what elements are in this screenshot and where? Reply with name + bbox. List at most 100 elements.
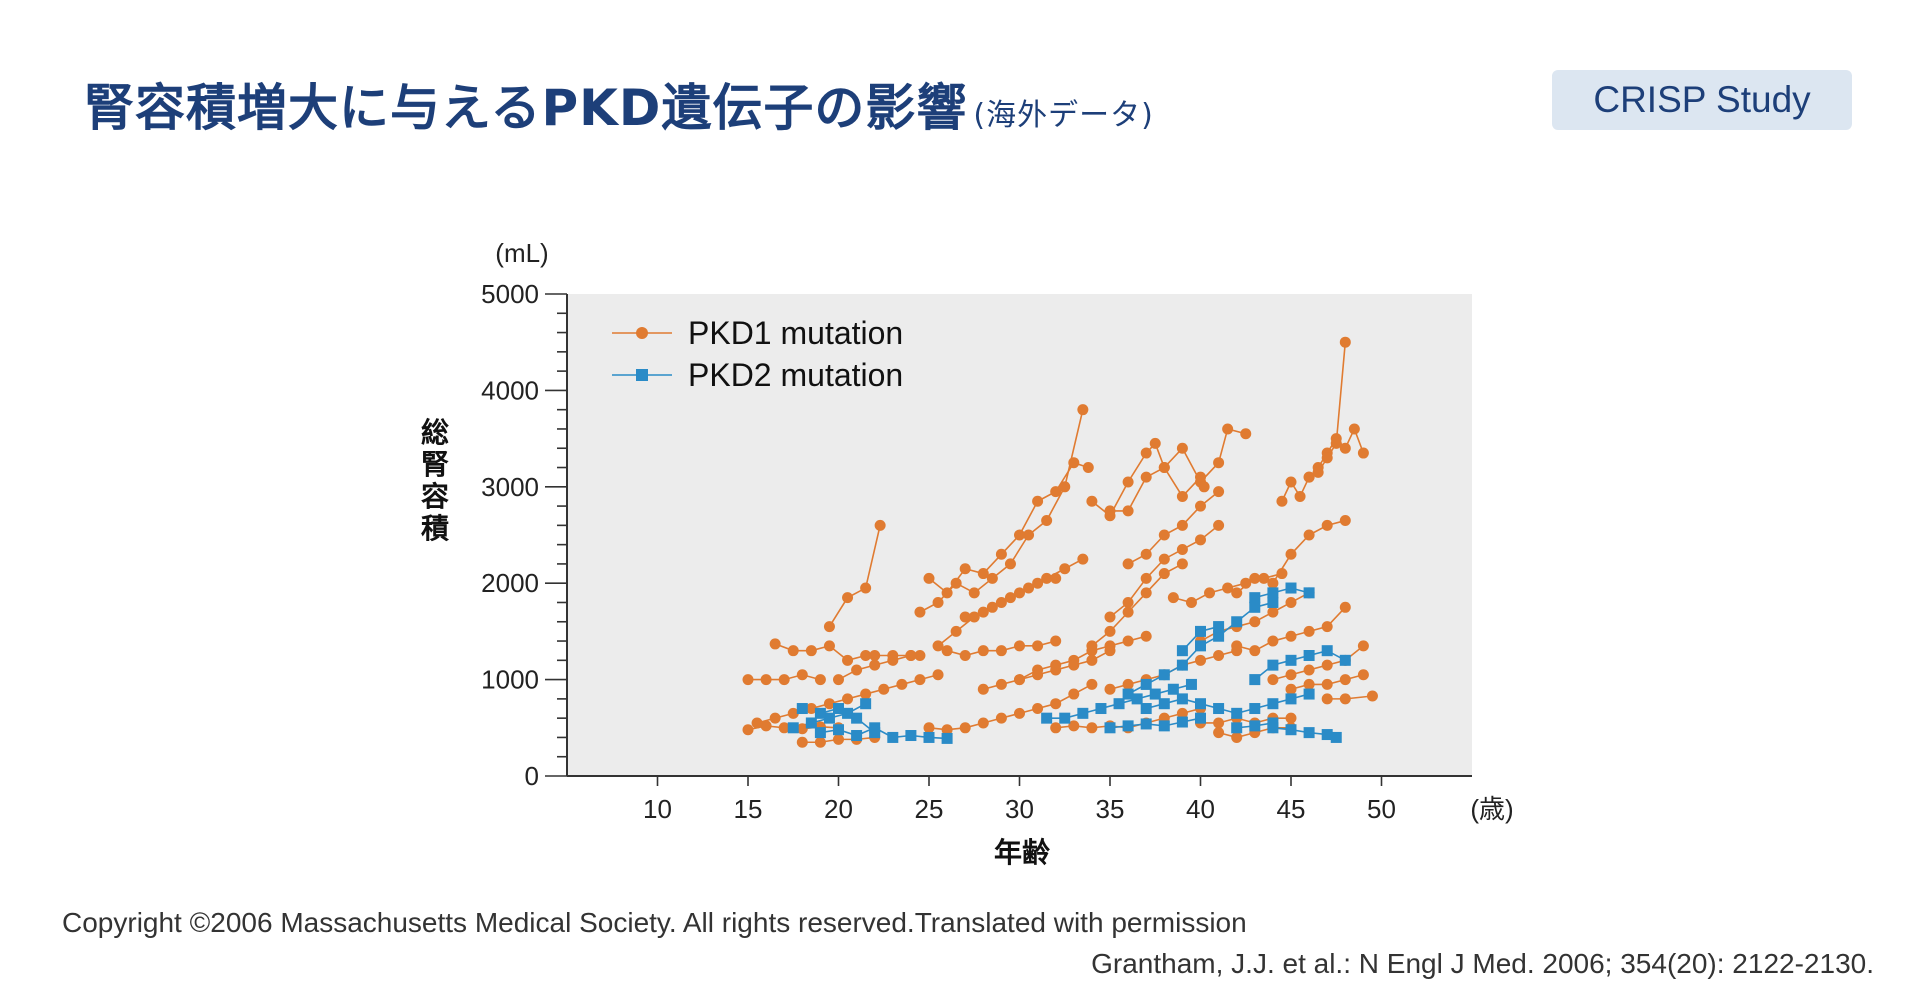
pkd1-data-point [1339,515,1351,527]
pkd1-data-point [1167,592,1179,604]
pkd1-data-point [1014,587,1025,599]
pkd1-data-point [1086,722,1098,734]
y-axis-title-char: 積 [421,513,449,544]
series-markers [742,336,1378,748]
pkd1-data-point [1041,572,1053,584]
y-tick-label: 2000 [481,568,539,598]
pkd1-data-point [1285,712,1297,724]
pkd2-data-point [1249,674,1261,686]
pkd1-data-point [787,645,799,657]
pkd2-data-point [923,731,935,743]
pkd1-series-line [774,643,920,662]
pkd1-data-point [923,722,935,734]
pkd1-data-point [1204,587,1216,599]
page-title: 腎容積増大に与えるPKD遺伝子の影響 (海外データ) [84,68,1154,140]
pkd1-data-point [986,601,998,613]
pkd2-data-point [1303,727,1315,739]
axes: 0 1000 2000 3000 4000 5000 10 15 20 25 30 35 40 45 50 [481,279,1472,824]
pkd1-data-point [1068,457,1080,469]
pkd1-data-point [1140,447,1152,459]
pkd1-data-point [1231,587,1243,599]
pkd1-data-point [1140,630,1152,642]
pkd1-data-point [1023,529,1035,541]
pkd1-data-point [1240,577,1252,589]
pkd1-data-point [1231,731,1243,743]
pkd2-data-point [842,707,854,719]
pkd1-data-point [941,645,953,657]
legend-label: PKD1 mutation [688,315,903,351]
pkd2-data-point [1041,712,1053,724]
pkd1-data-point [1231,645,1243,657]
citation-text: Grantham, J.J. et al.: N Engl J Med. 200… [1091,948,1874,979]
pkd1-data-point [1158,568,1170,580]
pkd1-data-point [1086,645,1098,657]
pkd1-data-point [941,724,953,736]
pkd2-data-point [1149,688,1161,700]
pkd2-series-line [1145,693,1310,715]
pkd2-data-point [1095,703,1107,715]
pkd2-data-point [1285,693,1297,705]
pkd1-data-point [1014,640,1025,652]
pkd1-data-point [1122,635,1134,647]
pkd2-data-point [1330,731,1342,743]
x-tick-label: 10 [643,794,672,824]
pkd2-data-point [1285,724,1297,736]
pkd1-data-point [1077,404,1089,416]
pkd2-data-point [869,722,881,734]
pkd1-data-point [977,645,989,657]
pkd1-data-point [959,611,971,623]
pkd1-data-point [914,674,926,686]
page-title-text: 腎容積増大に与えるPKD遺伝子の影響 [84,79,968,137]
pkd1-data-point [1276,568,1288,580]
pkd1-data-point [869,650,881,661]
legend-marker-circle [636,327,648,339]
pkd1-data-point [950,625,962,637]
pkd1-data-point [950,577,962,589]
x-tick-label: 50 [1367,794,1396,824]
pkd2-data-point [1195,698,1206,710]
pkd1-data-point [1294,490,1306,502]
pkd2-data-point [1303,688,1315,700]
pkd1-data-point [1222,582,1234,594]
pkd2-data-point [905,730,917,742]
pkd2-data-point [851,730,863,742]
pkd1-data-point [769,712,781,724]
pkd1-data-point [905,650,917,661]
pkd1-data-point [1176,442,1188,454]
pkd1-data-point [1321,659,1333,671]
pkd1-data-point [1050,486,1062,498]
pkd1-data-point [1104,505,1116,517]
pkd1-data-point [1104,645,1116,657]
pkd1-data-point [1122,505,1134,517]
pkd2-data-point [1339,654,1351,666]
pkd1-data-point [1357,669,1369,681]
pkd1-data-point [760,674,772,686]
pkd2-data-point [1158,669,1170,681]
pkd1-data-point [968,587,980,599]
pkd2-data-point [1176,693,1188,705]
pkd1-data-point [968,611,980,623]
pkd1-data-point [1004,592,1016,604]
pkd1-data-point [995,548,1007,560]
pkd1-data-point [1339,601,1351,613]
pkd2-data-point [1158,720,1170,732]
pkd1-data-point [1285,476,1297,488]
pkd2-data-point [1122,688,1134,700]
pkd2-data-point [1077,707,1089,719]
pkd2-data-point [1267,698,1279,710]
pkd1-data-point [1032,669,1044,681]
pkd1-data-point [796,736,808,748]
pkd2-data-point [1267,659,1279,671]
pkd1-data-point [1014,529,1025,541]
pkd1-data-point [751,717,763,729]
pkd2-data-point [941,732,953,744]
pkd1-data-point [796,723,808,735]
pkd1-data-point [1285,669,1297,681]
pkd1-data-point [1267,635,1279,647]
pkd1-data-point [986,572,998,584]
pkd2-data-point [1267,596,1279,608]
pkd2-data-point [823,712,835,724]
pkd1-data-point [1140,548,1152,560]
pkd1-data-point [1086,495,1098,507]
pkd1-data-point [995,678,1007,690]
